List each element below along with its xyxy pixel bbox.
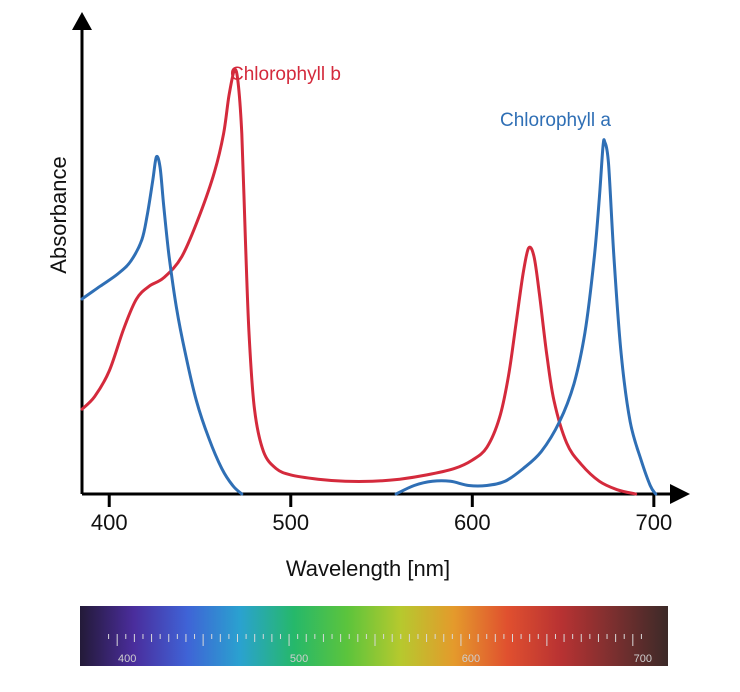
series-line-chlorophyll-b	[80, 68, 638, 496]
series-line-chlorophyll-a	[80, 154, 244, 496]
spectrum-gradient	[80, 606, 668, 666]
spectrum-label-700: 700	[634, 653, 652, 665]
x-axis-arrow-icon	[670, 484, 690, 504]
spectrum-label-600: 600	[462, 653, 480, 665]
visible-spectrum-bar: 400 500 600 700	[80, 606, 668, 666]
x-ticks: 400 500 600 700	[91, 494, 672, 535]
x-tick-label-700: 700	[635, 510, 672, 535]
axes	[72, 12, 690, 504]
x-tick-label-400: 400	[91, 510, 128, 535]
series-curves	[80, 68, 658, 496]
spectrum-label-400: 400	[118, 653, 136, 665]
series-line-chlorophyll-a-segment-2	[394, 138, 658, 496]
spectrum-ticks: 400 500 600 700	[108, 634, 652, 665]
y-axis-title: Absorbance	[46, 156, 71, 273]
y-axis-arrow-icon	[72, 12, 92, 30]
x-tick-label-600: 600	[454, 510, 491, 535]
x-axis-title: Wavelength [nm]	[286, 556, 450, 581]
series-label-chlorophyll-a: Chlorophyll a	[500, 110, 611, 131]
series-label-chlorophyll-b: Chlorophyll b	[230, 64, 341, 85]
x-tick-label-500: 500	[272, 510, 309, 535]
spectrum-label-500: 500	[290, 653, 308, 665]
